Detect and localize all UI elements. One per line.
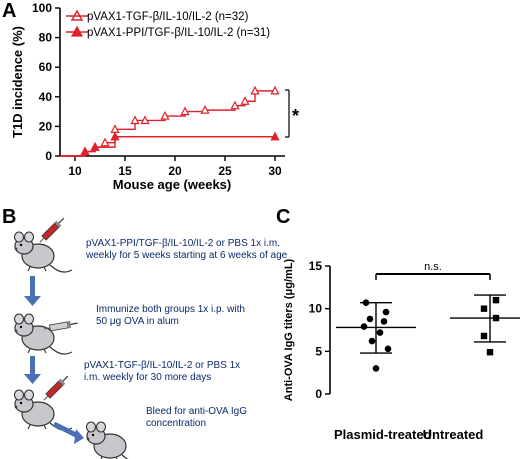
legend-series-2: pVAX1-PPI/TGF-β/IL-10/IL-2 (n=31) (87, 27, 270, 39)
series-line-2 (60, 136, 275, 157)
y-tick-label: 20 (39, 119, 53, 133)
step-3-text: pVAX1-TGF-β/IL-10/IL-2 or PBS 1x i.m. we… (84, 360, 240, 384)
y-tick-label: 40 (39, 90, 53, 104)
significance-bracket-a: * (285, 89, 299, 138)
data-point (200, 105, 210, 114)
data-point (90, 142, 100, 151)
category-label-1: Plasmid-treated (334, 427, 432, 442)
significance-ns: n.s. (424, 261, 442, 273)
step-2-line-1: Immunize both groups 1x i.p. with (96, 304, 245, 315)
y-tick-label: 10 (309, 302, 323, 316)
legend: pVAX1-TGF-β/IL-10/IL-2 (n=32) pVAX1-PPI/… (66, 9, 270, 39)
data-point (160, 110, 170, 120)
data-point (100, 137, 110, 147)
mouse-icon (13, 313, 73, 355)
data-point (270, 131, 280, 141)
data-point (130, 115, 140, 125)
category-label-2: Untreated (423, 427, 484, 442)
data-point (250, 85, 260, 95)
step-1-text: pVAX1-PPI/TGF-β/IL-10/IL-2 or PBS 1x i.m… (86, 238, 287, 262)
chart-a-axes (59, 8, 285, 157)
step-1-line-1: pVAX1-PPI/TGF-β/IL-10/IL-2 or PBS 1x i.m… (86, 238, 280, 249)
schematic-b (13, 215, 145, 459)
y-tick-label: 100 (32, 1, 52, 15)
data-point (368, 337, 376, 345)
x-axis-label: Mouse age (weeks) (113, 177, 232, 192)
step-4-line-2: concentration (146, 418, 207, 429)
data-point (80, 146, 90, 156)
chart-c: 0 5 10 15 Anti-OVA IgG titers (μg/mL) Plasm… (283, 258, 520, 442)
data-point (360, 323, 368, 330)
step-4-line-1: Bleed for anti-OVA IgG (146, 406, 247, 417)
data-point (110, 131, 120, 141)
data-point (486, 348, 494, 356)
panel-letter-a: A (2, 0, 17, 22)
data-point (492, 314, 500, 322)
y-tick-label: 80 (39, 31, 53, 45)
data-point (376, 329, 384, 336)
data-point (480, 305, 488, 312)
significance-bracket-c: n.s. (375, 261, 491, 280)
data-point (362, 299, 370, 306)
step-2-line-2: 50 μg OVA in alum (96, 316, 179, 327)
y-tick-label: 0 (315, 387, 322, 401)
mouse-icon (13, 389, 73, 431)
data-point (480, 332, 488, 340)
x-tick-label: 10 (68, 164, 82, 178)
data-point (372, 365, 380, 372)
panel-letter-c: C (276, 206, 291, 228)
step-2-text: Immunize both groups 1x i.p. with 50 μg … (96, 304, 245, 328)
y-axis-label: Anti-OVA IgG titers (μg/mL) (283, 258, 295, 401)
syringe-icon (40, 373, 71, 404)
mouse-icon (13, 231, 73, 273)
syringe-icon (36, 215, 67, 246)
data-point (270, 85, 280, 95)
y-tick-label: 15 (309, 259, 323, 273)
data-point (366, 315, 374, 323)
data-point (240, 96, 250, 105)
data-point (380, 318, 388, 325)
arrow-down-icon (24, 356, 41, 384)
panel-letter-b: B (2, 206, 17, 228)
step-4-text: Bleed for anti-OVA IgG concentration (146, 406, 247, 430)
step-3-line-2: i.m. weekly for 30 more days (84, 372, 212, 383)
data-point (140, 115, 150, 125)
data-point (180, 106, 190, 116)
data-point (384, 345, 392, 353)
chart-a: 0 20 40 60 80 100 10 15 20 25 30 T1D incidence (%… (10, 1, 299, 192)
x-tick-label: 25 (218, 164, 232, 178)
x-tick-label: 15 (118, 164, 132, 178)
data-point (382, 308, 390, 316)
legend-marker-filled-triangle (70, 25, 84, 37)
x-tick-label: 30 (268, 164, 282, 178)
legend-series-1: pVAX1-TGF-β/IL-10/IL-2 (n=32) (87, 11, 249, 23)
x-tick-label: 20 (168, 164, 182, 178)
arrow-diagonal-icon (52, 421, 84, 444)
significance-star: * (292, 106, 299, 126)
mouse-icon (85, 421, 145, 459)
y-tick-label: 5 (315, 344, 322, 358)
step-3-line-1: pVAX1-TGF-β/IL-10/IL-2 or PBS 1x (84, 360, 241, 371)
data-point (492, 296, 500, 304)
step-1-line-2: weekly for 5 weeks starting at 6 weeks o… (86, 250, 288, 261)
y-tick-label: 60 (39, 60, 53, 74)
arrow-down-icon (24, 276, 41, 306)
y-axis-label: T1D incidence (%) (10, 26, 25, 138)
data-point (230, 100, 240, 110)
y-tick-label: 0 (45, 149, 52, 163)
